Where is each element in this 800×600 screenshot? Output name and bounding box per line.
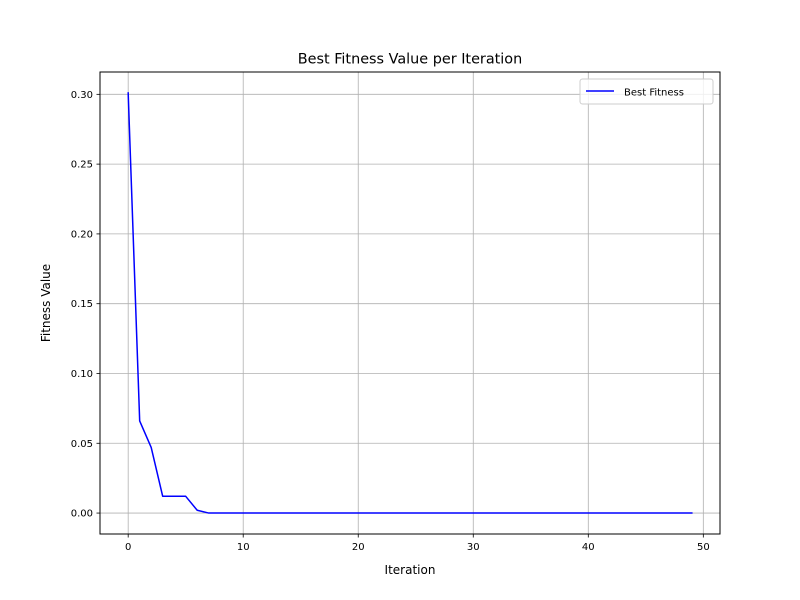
y-tick-label: 0.30 bbox=[71, 90, 93, 101]
series-layer bbox=[127, 92, 693, 514]
y-tick-label: 0.05 bbox=[71, 439, 93, 450]
x-axis-label: Iteration bbox=[385, 563, 436, 577]
x-tick-label: 0 bbox=[125, 542, 131, 553]
y-tick-label: 0.20 bbox=[71, 229, 93, 240]
y-tick-label: 0.15 bbox=[71, 299, 93, 310]
y-tick-label: 0.00 bbox=[71, 509, 93, 520]
chart-title: Best Fitness Value per Iteration bbox=[298, 52, 522, 68]
x-tick-label: 50 bbox=[697, 542, 710, 553]
legend-label-best-fitness: Best Fitness bbox=[624, 88, 684, 99]
ticks: 0 10 20 30 40 50 0.00 0.05 0.10 0.15 0.20 0.25 0.30 bbox=[71, 90, 710, 553]
y-tick-label: 0.10 bbox=[71, 369, 93, 380]
x-tick-label: 20 bbox=[352, 542, 365, 553]
legend-box bbox=[579, 78, 714, 105]
series-line-best-fitness bbox=[127, 92, 693, 514]
y-tick-label: 0.25 bbox=[71, 160, 93, 171]
plot-frame bbox=[99, 71, 721, 535]
y-axis-label: Fitness Value bbox=[39, 264, 53, 342]
x-tick-label: 30 bbox=[467, 542, 480, 553]
x-tick-label: 40 bbox=[582, 542, 595, 553]
grid bbox=[100, 72, 720, 534]
x-tick-label: 10 bbox=[237, 542, 250, 553]
legend: Best Fitness bbox=[579, 78, 714, 105]
